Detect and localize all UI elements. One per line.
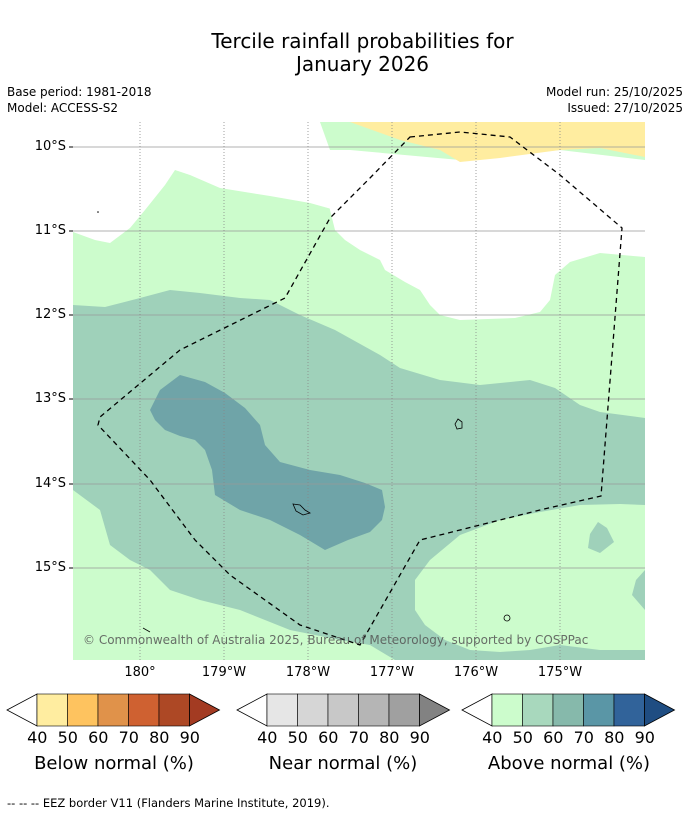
colorbar-above-ticks: 40 50 60 70 80 90 [477, 728, 660, 747]
lon-label-177w: 177°W [369, 665, 415, 680]
tick-label: 40 [257, 728, 278, 747]
base-period: Base period: 1981-2018 [7, 85, 152, 99]
colorbar-segment [36, 693, 68, 727]
tick-label: 60 [88, 728, 109, 747]
colorbar-near [236, 693, 451, 727]
tick-label: 40 [482, 728, 503, 747]
tick-label: 90 [409, 728, 430, 747]
colorbar-segment [583, 693, 615, 727]
lat-label-12s: 12°S [34, 307, 66, 322]
copyright-text: © Commonwealth of Australia 2025, Bureau… [83, 633, 589, 647]
chart-title: Tercile rainfall probabilities for Janua… [0, 30, 690, 76]
colorbar-below [6, 693, 221, 727]
above-normal-50-60-edge-blob [632, 570, 645, 610]
model-name: Model: ACCESS-S2 [7, 101, 119, 115]
island-shape-1 [454, 418, 463, 430]
colorbar-segment [158, 693, 190, 727]
model-run: Model run: 25/10/2025 [545, 85, 683, 99]
colorbar-segment [358, 693, 390, 727]
colorbar-segment [327, 693, 359, 727]
tick-label: 70 [118, 728, 139, 747]
lon-label-175w: 175°W [537, 665, 583, 680]
above-normal-60-70-region [150, 375, 385, 550]
tick-label: 50 [512, 728, 533, 747]
colorbar-segment [491, 693, 523, 727]
island-shape-5 [97, 211, 99, 213]
colorbar-segment [67, 693, 99, 727]
lat-label-13s: 13°S [34, 391, 66, 406]
colorbar-segment [613, 693, 645, 727]
colorbar-segment [266, 693, 298, 727]
white-top-left-region [73, 122, 335, 243]
colorbar-extend-low [461, 693, 493, 727]
tick-label: 90 [634, 728, 655, 747]
lat-label-11s: 11°S [34, 223, 66, 238]
colorbar-extend-high [644, 693, 676, 727]
meta-left: Base period: 1981-2018 Model: ACCESS-S2 [7, 84, 152, 116]
eez-border [97, 131, 623, 646]
island-shape-3 [503, 614, 511, 622]
colorbar-below-title: Below normal (%) [34, 753, 194, 774]
tick-label: 90 [179, 728, 200, 747]
tick-label: 60 [318, 728, 339, 747]
tick-label: 50 [287, 728, 308, 747]
lat-label-10s: 10°S [34, 139, 66, 154]
title-line-2: January 2026 [295, 52, 430, 76]
island-shape-2 [292, 503, 311, 516]
colorbar-segment [297, 693, 329, 727]
lat-ticks [69, 146, 73, 569]
above-normal-50-60-region [73, 290, 645, 660]
tick-label: 60 [543, 728, 564, 747]
tick-label: 70 [348, 728, 369, 747]
lon-label-180: 180° [124, 665, 156, 680]
colorbar-extend-high [189, 693, 221, 727]
above-normal-50-60-blob [588, 522, 614, 553]
lat-label-14s: 14°S [34, 476, 66, 491]
colorbar-below-ticks: 40 50 60 70 80 90 [22, 728, 205, 747]
colorbar-extend-low [6, 693, 38, 727]
colorbar-above [461, 693, 676, 727]
colorbar-extend-high [419, 693, 451, 727]
colorbar-near-ticks: 40 50 60 70 80 90 [252, 728, 435, 747]
colorbar-extend-low [236, 693, 268, 727]
lon-label-179w: 179°W [201, 665, 247, 680]
colorbar-segment [128, 693, 160, 727]
island-shape-4 [142, 627, 151, 633]
title-line-1: Tercile rainfall probabilities for [211, 29, 514, 53]
colorbar-near-title: Near normal (%) [268, 753, 418, 774]
white-near-normal-region [320, 150, 645, 320]
colorbar-segment [97, 693, 129, 727]
eez-footnote: -- -- -- EEZ border V11 (Flanders Marine… [7, 796, 330, 810]
colorbar-above-title: Above normal (%) [487, 753, 651, 774]
meta-right: Model run: 25/10/2025 Issued: 27/10/2025 [546, 84, 683, 116]
tick-label: 40 [27, 728, 48, 747]
lon-label-176w: 176°W [453, 665, 499, 680]
tick-label: 80 [604, 728, 625, 747]
lon-label-178w: 178°W [285, 665, 331, 680]
colorbar-segment [552, 693, 584, 727]
tick-label: 50 [57, 728, 78, 747]
map-plot-area [73, 122, 645, 660]
issued-date: Issued: 27/10/2025 [567, 101, 683, 115]
tick-label: 80 [149, 728, 170, 747]
tick-label: 80 [379, 728, 400, 747]
lat-label-15s: 15°S [34, 560, 66, 575]
tick-label: 70 [573, 728, 594, 747]
colorbar-segment [522, 693, 554, 727]
colorbar-segment [388, 693, 420, 727]
lat-gridlines [73, 146, 645, 569]
below-normal-40-50-region [350, 122, 645, 162]
